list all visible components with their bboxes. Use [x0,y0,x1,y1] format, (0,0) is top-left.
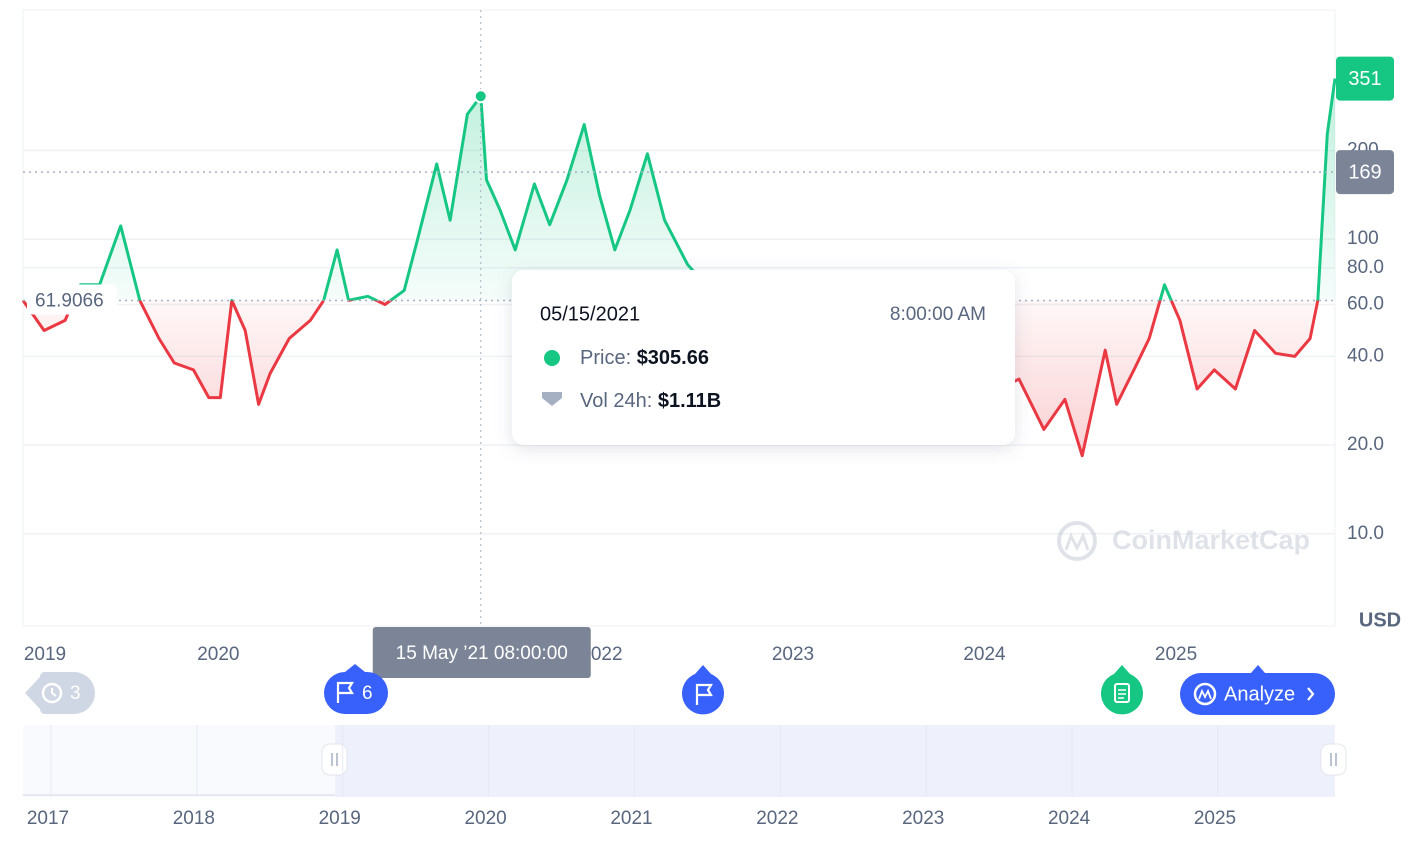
volume-icon [542,392,562,406]
navigator-handle[interactable] [1320,743,1347,776]
baseline-label-bg [27,284,117,315]
navigator-tick-label: 2018 [173,808,215,829]
tooltip-box [512,270,1015,445]
baseline-label: 61.9066 [35,291,104,312]
x-tick-label: 2024 [963,644,1006,665]
flag-event[interactable] [682,665,724,715]
navigator-tick-label: 2025 [1194,808,1236,829]
tooltip-volume-value: $1.11B [658,390,721,412]
tooltip-time: 8:00:00 AM [890,304,986,325]
crosshair-date-tag [372,627,591,678]
tooltip-date: 05/15/2021 [540,303,640,325]
y-tick-label: 100 [1347,228,1379,249]
y-tick-label: 20.0 [1347,434,1384,455]
navigator-tick-label: 2022 [756,808,798,829]
navigator-tick-label: 2020 [464,808,506,829]
tooltip-price-value: $305.66 [637,347,709,369]
flag-badge-shape[interactable] [324,664,388,714]
watermark-text: CoinMarketCap [1112,525,1310,555]
document-event[interactable] [1101,665,1143,715]
y-tick-label: 80.0 [1347,257,1384,278]
tooltip-volume-label: Vol 24h: [580,390,652,412]
navigator-tick-label: 2019 [319,808,361,829]
watermark: CoinMarketCap [1057,521,1310,561]
crosshair-price-tag [1336,150,1394,195]
highlight-point [473,89,488,104]
price-line [21,78,1337,458]
flag-event-shape[interactable] [682,665,724,715]
navigator[interactable]: 2017 2018 2019 2020 2021 2022 2023 2024 2025 [23,725,1347,829]
navigator-tick-label: 2021 [610,808,652,829]
y-unit: USD [1359,609,1401,631]
last-price-tag [1336,56,1394,101]
navigator-tick-label: 2023 [902,808,944,829]
navigator-tick-label: 2017 [27,808,69,829]
tooltip-price-label: Price: [580,347,631,369]
navigator-handle[interactable] [321,743,348,776]
x-tick-label: 2019 [24,644,66,665]
x-tick-label: 2020 [197,644,239,665]
analyze-label[interactable]: Analyze [1224,683,1295,705]
flag-badge[interactable]: 6 [324,664,388,714]
history-count[interactable]: 3 [70,683,81,704]
last-price-label: 351 [1348,68,1381,90]
y-tick-label: 10.0 [1347,523,1384,544]
history-badge[interactable]: 3 [25,672,95,714]
y-tick-label: 60.0 [1347,294,1384,315]
x-tick-label: 2025 [1155,644,1197,665]
navigator-tick-label: 2024 [1048,808,1091,829]
tooltip-price: Price: $305.66 [580,347,709,369]
analyze-button[interactable]: Analyze [1180,665,1335,715]
tooltip-volume: Vol 24h: $1.11B [580,390,721,412]
x-tick-label: 2022 [580,644,622,665]
x-tick-label: 2023 [772,644,814,665]
crosshair-price-label: 169 [1348,161,1381,183]
navigator-selection[interactable] [335,725,1335,797]
y-tick-label: 40.0 [1347,345,1384,366]
flag-count[interactable]: 6 [362,683,373,704]
analyze-button-shape[interactable] [1180,665,1335,715]
tooltip-price-dot [544,350,560,366]
tooltip: 05/15/2021 8:00:00 AM Price: $305.66 Vol… [512,270,1015,445]
crosshair-date-label: 15 May ’21 08:00:00 [396,643,568,664]
